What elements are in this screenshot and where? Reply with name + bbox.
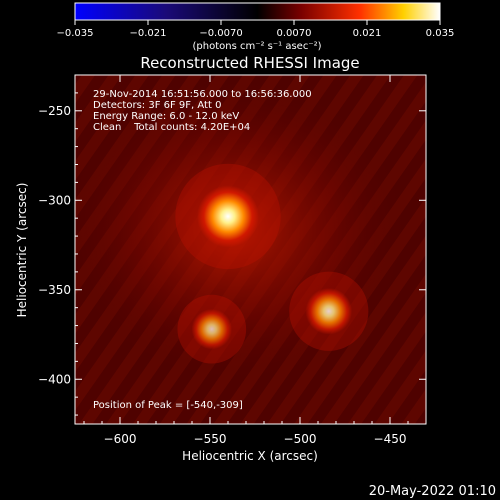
x-tick-label: −500: [284, 432, 317, 446]
colorbar-tick-label: −0.021: [129, 28, 166, 39]
y-tick-label: −300: [38, 193, 71, 207]
colorbar-tick-label: −0.0070: [199, 28, 242, 39]
x-axis: −600 −550 −500 −450: [83, 75, 427, 446]
emission-source: [305, 287, 353, 335]
annotation-energy-range: Energy Range: 6.0 - 12.0 keV: [93, 111, 239, 122]
colorbar: [74, 2, 441, 21]
emission-sources: [175, 163, 369, 364]
colorbar-tick-label: 0.035: [426, 28, 455, 39]
colorbar-tick-label: 0.0070: [277, 28, 312, 39]
y-axis: −250 −300 −350 −400: [38, 74, 426, 416]
y-tick-label: −400: [38, 372, 71, 386]
colorbar-tick-label: 0.021: [353, 28, 382, 39]
emission-source: [191, 308, 232, 350]
y-tick-label: −350: [38, 283, 71, 297]
chart-title: Reconstructed RHESSI Image: [140, 54, 359, 72]
plot-area: [75, 75, 426, 424]
plot-frame: [74, 74, 427, 425]
x-tick-label: −450: [374, 432, 407, 446]
y-tick-label: −250: [38, 104, 71, 118]
emission-source: [197, 185, 259, 248]
annotation-detectors: Detectors: 3F 6F 9F, Att 0: [93, 100, 221, 111]
colorbar-tick-label: −0.035: [56, 28, 93, 39]
y-axis-label: Heliocentric Y (arcsec): [15, 183, 29, 318]
footer-timestamp: 20-May-2022 01:10: [369, 484, 496, 499]
peak-position-label: Position of Peak = [-540,-309]: [93, 400, 243, 411]
colorbar-unit-label: (photons cm⁻² s⁻¹ asec⁻²): [192, 41, 321, 52]
annotation-time-range: 29-Nov-2014 16:51:56.000 to 16:56:36.000: [93, 89, 312, 100]
annotation-clean-counts: Clean Total counts: 4.20E+04: [93, 122, 250, 133]
x-axis-label: Heliocentric X (arcsec): [182, 449, 318, 463]
x-tick-label: −550: [194, 432, 227, 446]
colorbar-ticks: −0.035 −0.021 −0.0070 0.0070 0.021 0.035: [56, 20, 454, 39]
x-tick-label: −600: [104, 432, 137, 446]
